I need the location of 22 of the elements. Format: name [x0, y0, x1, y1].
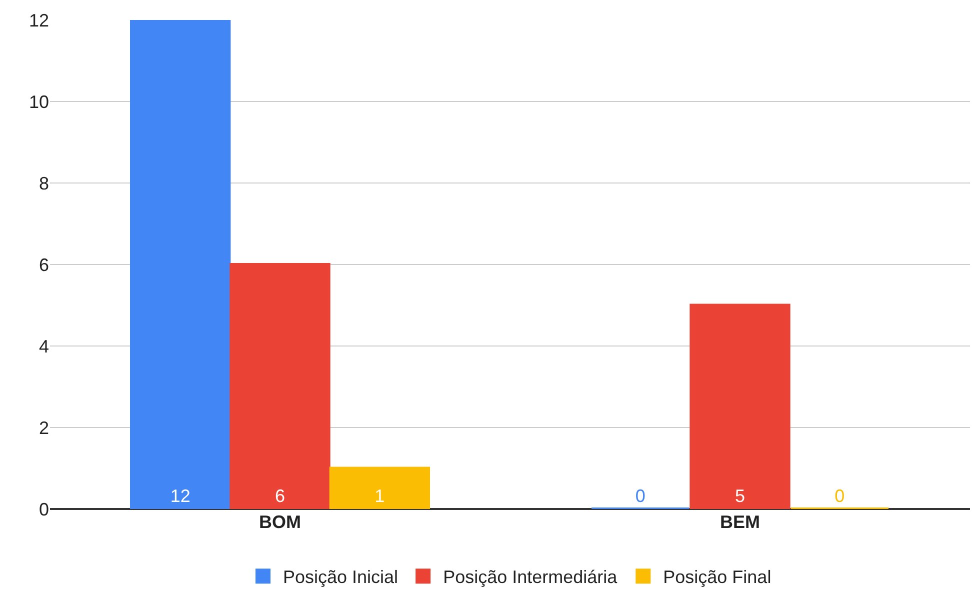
- legend-label: Posição Inicial: [283, 567, 398, 588]
- data-label: 1: [374, 486, 385, 506]
- data-label: 6: [274, 486, 286, 506]
- y-tick-label: 4: [38, 336, 49, 356]
- y-tick-label: 2: [38, 418, 49, 438]
- bar: [329, 466, 430, 509]
- y-tick-label: 10: [28, 92, 49, 112]
- data-label: 12: [170, 486, 190, 506]
- bar: [230, 263, 330, 509]
- legend-label: Posição Intermediária: [443, 567, 618, 588]
- y-tick-label: 6: [38, 254, 49, 275]
- legend-label: Posição Final: [663, 567, 772, 588]
- y-tick-label: 12: [28, 10, 49, 30]
- x-tick-label: BOM: [259, 512, 301, 532]
- data-label: 5: [734, 486, 746, 506]
- bar: [690, 304, 790, 509]
- bar: [130, 20, 231, 509]
- x-tick-label: BEM: [720, 512, 760, 532]
- y-tick-label: 8: [38, 173, 49, 194]
- y-tick-label: 0: [38, 499, 49, 520]
- data-label: 0: [834, 486, 845, 506]
- data-label: 0: [635, 486, 646, 506]
